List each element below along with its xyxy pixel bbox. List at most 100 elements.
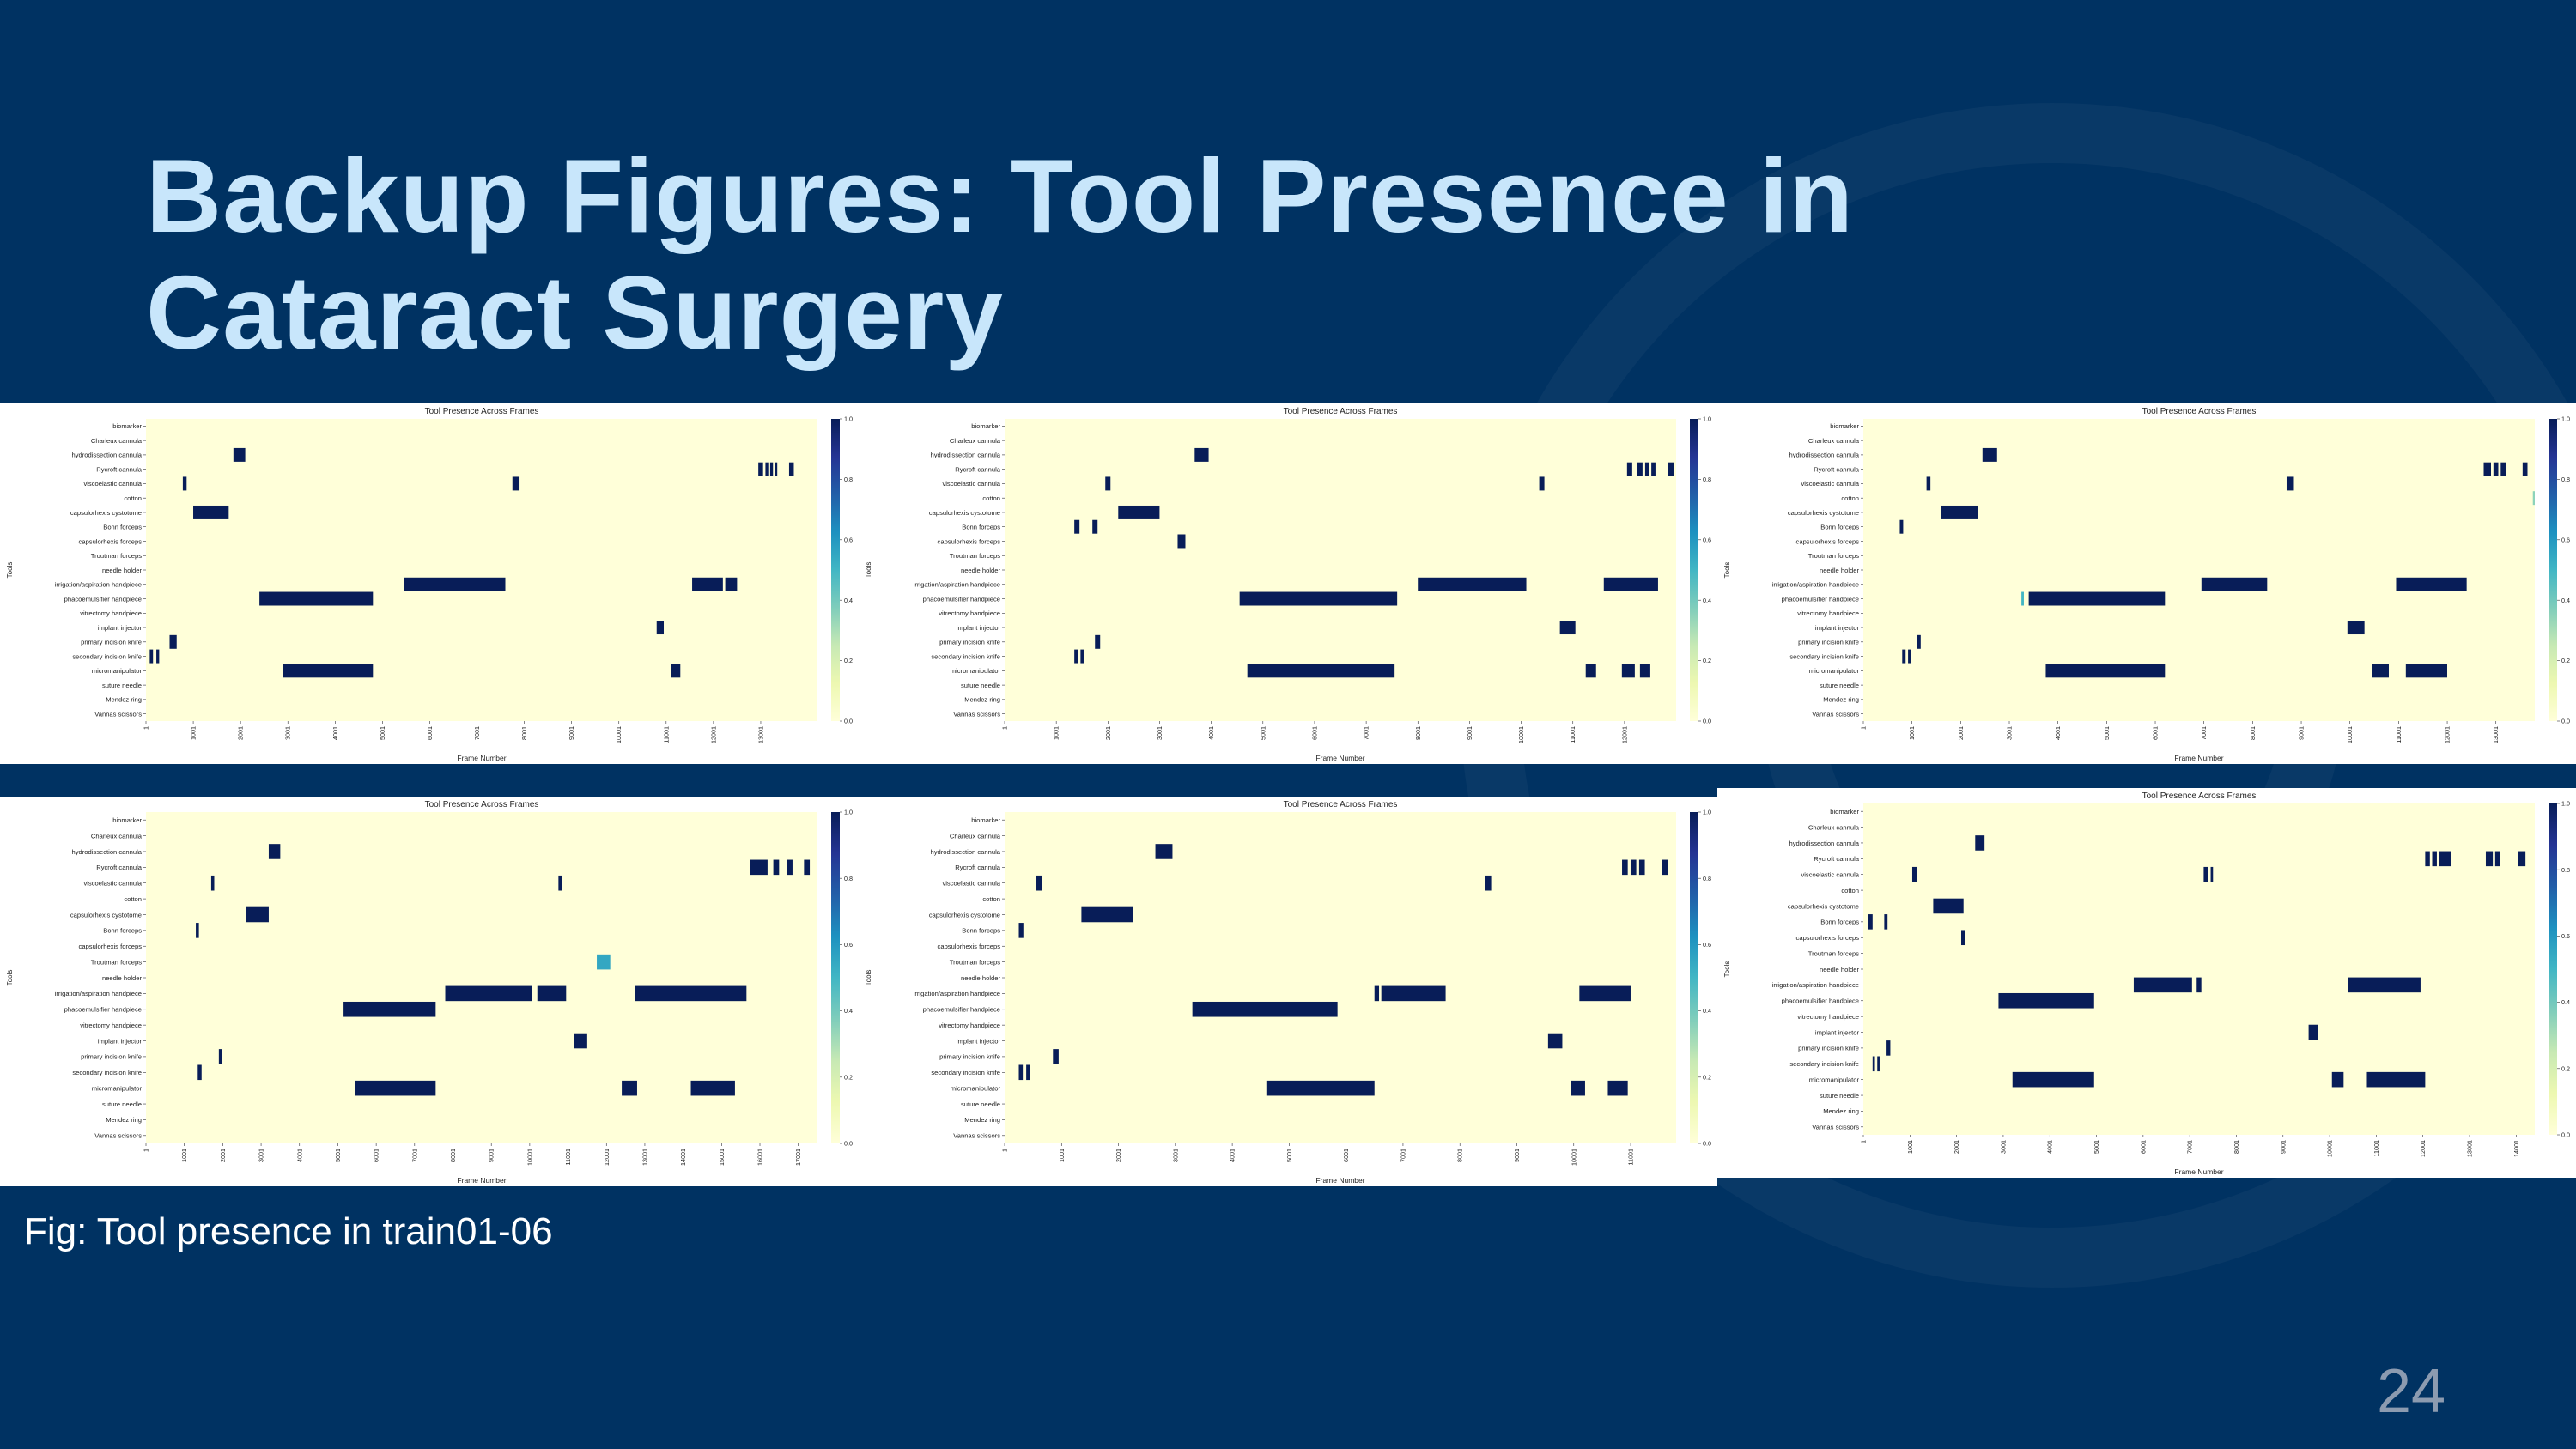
presence-cell-implant-injector <box>2308 1024 2318 1040</box>
x-tick-label: 8001 <box>1414 726 1422 740</box>
presence-cell-viscoelastic-cannula <box>1539 476 1545 491</box>
presence-cell-secondary-incision-knife <box>1018 1064 1024 1081</box>
x-tick-label: 13001 <box>756 726 764 743</box>
presence-cell-irrigation-aspiration-handpiece <box>2196 977 2202 993</box>
presence-cell-rycroft-cannula <box>804 859 811 876</box>
colorbar-tick-label: 1.0 <box>844 415 853 423</box>
x-tick-label: 3001 <box>258 1149 265 1162</box>
presence-cell-primary-incision-knife <box>1095 634 1101 649</box>
x-tick-label: 9001 <box>488 1149 495 1162</box>
y-tick-label: vitrectomy handpiece <box>80 609 142 617</box>
presence-cell-irrigation-aspiration-handpiece <box>2348 977 2421 993</box>
colorbar-tick-label: 0.4 <box>1703 597 1711 604</box>
y-tick-label: micromanipulator <box>951 1084 1001 1092</box>
x-tick-label: 4001 <box>1229 1149 1236 1162</box>
presence-cell-rycroft-cannula <box>2522 462 2528 476</box>
x-tick-label: 11001 <box>1569 726 1577 743</box>
colorbar-tick-label: 0.6 <box>844 536 853 543</box>
y-tick-label: vitrectomy handpiece <box>1797 609 1859 617</box>
colorbar <box>831 812 840 1143</box>
x-tick-label: 6001 <box>426 726 434 740</box>
x-tick-label: 9001 <box>2279 1140 2287 1154</box>
x-tick-label: 1001 <box>190 726 197 740</box>
colorbar-tick-label: 0.0 <box>1703 718 1711 725</box>
y-axis-label: Tools <box>6 970 14 986</box>
x-tick-label: 12001 <box>2444 726 2451 743</box>
y-tick-label: suture needle <box>961 1100 1000 1108</box>
heatmap-title: Tool Presence Across Frames <box>2142 791 2257 801</box>
presence-cell-micromanipulator <box>1266 1080 1375 1096</box>
x-tick-label: 5001 <box>379 726 386 740</box>
y-tick-label: capsulorhexis cystotome <box>70 911 142 919</box>
y-tick-label: viscoelastic cannula <box>1801 871 1859 879</box>
x-tick-label: 1001 <box>1053 726 1060 740</box>
presence-cell-rycroft-cannula <box>1622 859 1628 876</box>
y-tick-label: Bonn forceps <box>103 927 142 935</box>
x-tick-label: 1 <box>1860 1140 1868 1143</box>
presence-cell-rycroft-cannula <box>1630 859 1637 876</box>
y-tick-label: micromanipulator <box>1809 667 1860 675</box>
heatmap-chart-4: Tool Presence Across Frames biomarker Char… <box>6 800 853 1185</box>
colorbar <box>831 419 840 721</box>
y-tick-label: Mendez ring <box>1823 696 1859 704</box>
y-tick-label: vitrectomy handpiece <box>939 609 1000 617</box>
y-tick-label: Bonn forceps <box>103 524 142 531</box>
y-tick-label: Rycroft cannula <box>96 864 143 871</box>
presence-cell-irrigation-aspiration-handpiece <box>1374 985 1380 1002</box>
presence-cell-rycroft-cannula <box>1637 462 1643 476</box>
x-tick-label: 14001 <box>679 1149 687 1166</box>
x-tick-label: 4001 <box>295 1149 303 1162</box>
y-tick-label: capsulorhexis forceps <box>938 537 1001 545</box>
heatmap-panel-6: Tool Presence Across Frames biomarker Char… <box>1717 788 2576 1178</box>
x-axis-label: Frame Number <box>2174 1167 2223 1176</box>
presence-cell-rycroft-cannula <box>1644 462 1649 476</box>
x-tick-label: 11001 <box>662 726 670 743</box>
x-tick-label: 2001 <box>237 726 245 740</box>
presence-cell-rycroft-cannula <box>2425 851 2430 867</box>
colorbar-tick-label: 0.0 <box>1703 1140 1711 1148</box>
presence-cell-secondary-incision-knife <box>1026 1064 1030 1081</box>
presence-cell-hydrodissection-cannula <box>268 844 281 859</box>
presence-cell-secondary-incision-knife <box>156 649 160 664</box>
x-tick-label: 5001 <box>1285 1149 1293 1162</box>
x-tick-label: 3001 <box>2006 726 2014 740</box>
colorbar-tick-label: 1.0 <box>1703 809 1711 816</box>
presence-cell-micromanipulator <box>2045 664 2166 678</box>
colorbar-tick-label: 0.2 <box>1703 657 1711 664</box>
colorbar-tick-label: 0.0 <box>844 1140 853 1148</box>
x-tick-label: 2001 <box>1115 1149 1122 1162</box>
heatmap-panel-5: Tool Presence Across Frames biomarker Char… <box>859 797 1717 1186</box>
y-tick-label: Mendez ring <box>964 696 1000 704</box>
x-tick-label: 13001 <box>2492 726 2500 743</box>
y-tick-label: micromanipulator <box>92 1084 143 1092</box>
presence-cell-bonn-forceps <box>1884 914 1888 930</box>
y-axis-label: Tools <box>6 562 14 579</box>
y-tick-label: Troutman forceps <box>950 958 1000 966</box>
y-tick-label: Rycroft cannula <box>955 864 1001 871</box>
x-tick-label: 5001 <box>334 1149 342 1162</box>
y-tick-label: capsulorhexis cystotome <box>1788 509 1859 517</box>
presence-cell-micromanipulator <box>2405 664 2447 678</box>
x-axis-label: Frame Number <box>1315 1176 1364 1185</box>
heatmap-chart-1: Tool Presence Across Frames biomarker Char… <box>6 407 853 762</box>
presence-cell-micromanipulator <box>2366 1071 2426 1088</box>
presence-cell-rycroft-cannula <box>1638 859 1645 876</box>
x-tick-label: 10001 <box>2346 726 2354 743</box>
heatmap-chart-2: Tool Presence Across Frames biomarker Char… <box>865 407 1711 762</box>
y-tick-label: phacoemulsifier handpiece <box>923 1006 1000 1014</box>
colorbar <box>1690 419 1698 721</box>
colorbar-tick-label: 0.2 <box>844 657 853 664</box>
presence-cell-primary-incision-knife <box>1917 634 1921 649</box>
y-tick-label: Vannas scissors <box>1812 710 1859 718</box>
presence-cell-phacoemulsifier-handpiece <box>2028 591 2166 606</box>
presence-cell-phacoemulsifier-handpiece <box>1239 591 1398 606</box>
presence-cell-rycroft-cannula <box>2500 462 2506 476</box>
presence-cell-viscoelastic-cannula <box>210 875 215 891</box>
presence-cell-irrigation-aspiration-handpiece <box>725 577 738 591</box>
presence-cell-irrigation-aspiration-handpiece <box>1579 985 1631 1002</box>
heatmap-panel-1: Tool Presence Across Frames biomarker Char… <box>0 403 859 764</box>
x-tick-label: 4001 <box>2046 1140 2054 1154</box>
y-axis-label: Tools <box>1723 562 1731 579</box>
colorbar-tick-label: 0.6 <box>2561 932 2570 940</box>
colorbar-tick-label: 0.0 <box>844 718 853 725</box>
